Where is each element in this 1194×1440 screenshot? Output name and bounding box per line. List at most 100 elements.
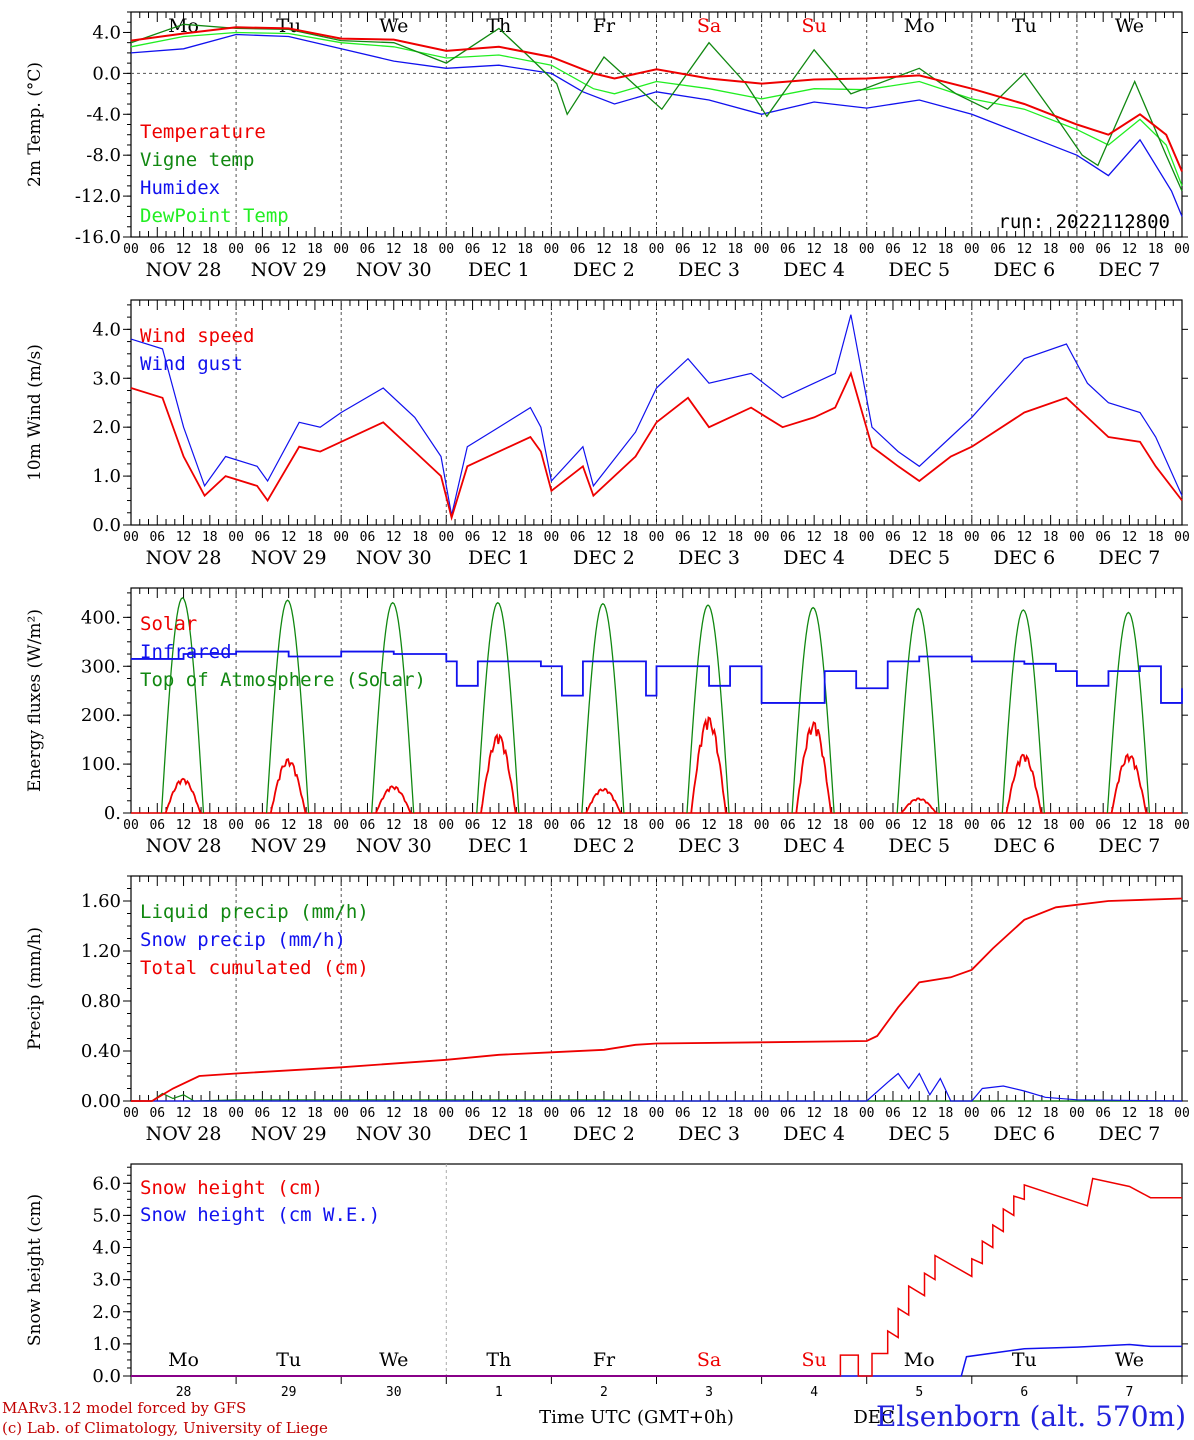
hour-tick-label: 06: [360, 1106, 376, 1121]
hour-tick-label: 00: [438, 818, 454, 833]
panel-frame: [130, 11, 1183, 238]
hour-tick-label: 00: [859, 818, 875, 833]
day-label: DEC 6: [993, 1123, 1055, 1145]
y-tick-label: 1.0: [92, 466, 121, 487]
weekday-label: Sa: [697, 1349, 721, 1371]
day-label: DEC 7: [1099, 835, 1161, 857]
hour-tick-label: 06: [885, 530, 901, 545]
series-snow: [131, 1072, 1183, 1102]
hour-tick-label: 12: [596, 818, 612, 833]
legend-entry: Snow precip (mm/h): [140, 929, 346, 951]
hour-tick-label: 18: [833, 242, 849, 257]
hour-tick-label: 06: [570, 1106, 586, 1121]
hour-tick-label: 00: [649, 1106, 665, 1121]
y-axis-label: Snow height (cm): [25, 1194, 45, 1346]
hour-tick-label: 06: [675, 818, 691, 833]
series-vigne-temp: [130, 23, 1183, 192]
weekday-label: Su: [802, 1349, 827, 1371]
bottom-day-number: 28: [176, 1385, 192, 1400]
hour-tick-label: 12: [491, 242, 507, 257]
hour-tick-label: 12: [386, 818, 402, 833]
weekday-label: We: [379, 15, 408, 37]
hour-tick-label: 18: [202, 242, 218, 257]
hour-tick-label: 00: [333, 530, 349, 545]
hour-tick-label: 06: [360, 242, 376, 257]
hour-tick-label: 06: [570, 530, 586, 545]
hour-tick-label: 12: [701, 242, 717, 257]
hour-tick-label: 12: [491, 818, 507, 833]
day-label: DEC 1: [468, 1123, 530, 1145]
hour-tick-label: 12: [596, 530, 612, 545]
bottom-day-number: 3: [705, 1385, 713, 1400]
day-label: NOV 29: [251, 1123, 327, 1145]
hour-tick-label: 12: [596, 1106, 612, 1121]
hour-tick-label: 06: [780, 242, 796, 257]
hour-tick-label: 12: [386, 242, 402, 257]
hour-tick-label: 18: [1148, 818, 1164, 833]
hour-tick-label: 06: [675, 530, 691, 545]
series-humidex: [130, 33, 1183, 217]
hour-tick-label: 18: [833, 1106, 849, 1121]
precip-panel: 1.60 1.20 0.80 0.40 0.00 Precip (mm/h) Liquid …: [25, 875, 1190, 1145]
day-label: NOV 30: [356, 547, 432, 569]
footer-line1: MARv3.12 model forced by GFS: [2, 1399, 247, 1417]
hour-tick-label: 00: [1174, 1106, 1190, 1121]
hour-tick-label: 18: [727, 818, 743, 833]
hour-tick-label: 06: [255, 242, 271, 257]
hour-tick-label: 12: [806, 530, 822, 545]
legend-entry: Snow height (cm): [140, 1177, 323, 1199]
hour-tick-label: 18: [307, 242, 323, 257]
legend-entry: Wind speed: [140, 325, 254, 347]
hour-tick-label: 00: [333, 242, 349, 257]
y-axis-label: Precip (mm/h): [25, 927, 45, 1050]
hour-tick-label: 18: [727, 1106, 743, 1121]
day-label: DEC 5: [888, 259, 950, 281]
day-label: NOV 29: [251, 259, 327, 281]
bottom-day-number: 1: [495, 1385, 503, 1400]
day-label: DEC 3: [678, 835, 740, 857]
legend-entry: Infrared: [140, 641, 232, 663]
hour-tick-label: 00: [1069, 530, 1085, 545]
wind-panel: 4.0 3.0 2.0 1.0 0.0 10m Wind (m/s) Wind speed W…: [25, 299, 1190, 569]
hour-tick-label: 18: [412, 1106, 428, 1121]
weekday-label: Tu: [1012, 1349, 1037, 1371]
day-label: DEC 4: [783, 547, 845, 569]
weekday-label: Tu: [1012, 15, 1037, 37]
hour-tick-label: 00: [1174, 242, 1190, 257]
day-label: NOV 28: [146, 835, 222, 857]
hour-tick-label: 00: [333, 1106, 349, 1121]
hour-tick-label: 12: [911, 1106, 927, 1121]
y-tick-label: -12.0: [75, 186, 121, 207]
station-name: Elsenborn (alt. 570m): [875, 1400, 1186, 1433]
hour-tick-label: 12: [281, 1106, 297, 1121]
day-label: DEC 6: [993, 547, 1055, 569]
day-label: NOV 29: [251, 835, 327, 857]
hour-tick-label: 00: [964, 530, 980, 545]
energy-panel: 400. 300. 200. 100. 0. Energy fluxes (W/m²) So…: [25, 587, 1190, 857]
hour-tick-label: 06: [990, 242, 1006, 257]
hour-tick-label: 12: [1017, 242, 1033, 257]
y-tick-label: 400.: [81, 607, 121, 628]
series-toa-solar: [160, 596, 1151, 814]
hour-tick-label: 06: [570, 242, 586, 257]
hour-tick-label: 18: [727, 530, 743, 545]
hour-tick-label: 06: [255, 818, 271, 833]
series-dewpoint-temp: [130, 31, 1183, 187]
day-label: DEC 1: [468, 259, 530, 281]
y-tick-label: 300.: [81, 656, 121, 677]
series-wind-gust: [130, 314, 1183, 516]
day-label: DEC 2: [573, 1123, 635, 1145]
hour-tick-label: 18: [517, 530, 533, 545]
hour-tick-label: 06: [675, 1106, 691, 1121]
hour-tick-label: 12: [281, 818, 297, 833]
day-label: DEC 2: [573, 835, 635, 857]
day-label: DEC 6: [993, 835, 1055, 857]
y-tick-label: 1.0: [92, 1334, 121, 1355]
legend-entry: DewPoint Temp: [140, 205, 289, 227]
hour-tick-label: 00: [649, 530, 665, 545]
day-label: DEC 3: [678, 1123, 740, 1145]
hour-tick-label: 06: [990, 818, 1006, 833]
hour-tick-label: 06: [149, 1106, 165, 1121]
hour-tick-label: 18: [622, 1106, 638, 1121]
